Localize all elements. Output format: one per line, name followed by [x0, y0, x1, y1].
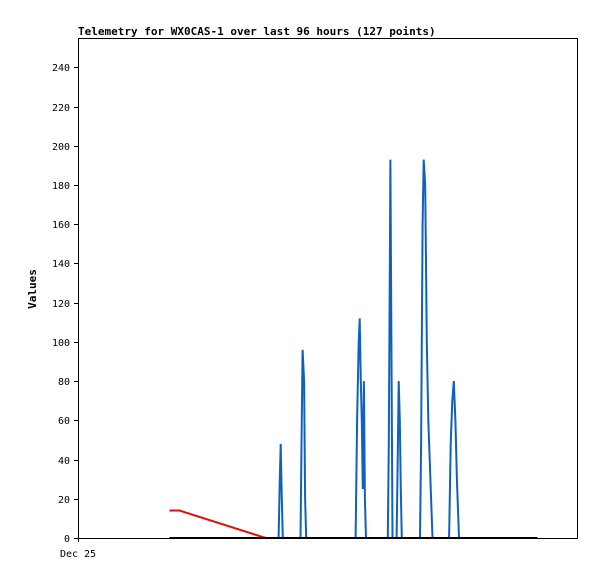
- y-tick-label: 160: [52, 220, 70, 231]
- y-tick-label: 0: [64, 534, 70, 545]
- chart-title: Telemetry for WX0CAS-1 over last 96 hour…: [78, 25, 436, 38]
- plot-frame: [78, 38, 578, 539]
- y-tick-label: 20: [58, 495, 70, 506]
- axis-layer: [78, 38, 578, 539]
- y-tick-label: 240: [52, 63, 70, 74]
- y-tick-label: 120: [52, 299, 70, 310]
- y-axis-ticks: 0 20 40 60 80 100 120 140 160 180 200 220 240: [52, 63, 78, 545]
- x-axis-ticks: Dec 25: [60, 538, 96, 560]
- y-tick-label: 220: [52, 103, 70, 114]
- series-line-blue: [277, 159, 460, 539]
- x-tick-label: Dec 25: [60, 549, 96, 560]
- y-tick-label: 200: [52, 142, 70, 153]
- y-tick-label: 100: [52, 338, 70, 349]
- series-layer: [169, 159, 538, 539]
- y-tick-label: 60: [58, 416, 70, 427]
- y-tick-label: 80: [58, 377, 70, 388]
- y-tick-label: 180: [52, 181, 70, 192]
- y-tick-label: 140: [52, 259, 70, 270]
- series-line-red: [169, 509, 267, 539]
- y-axis-label: Values: [26, 269, 39, 309]
- y-tick-label: 40: [58, 456, 70, 467]
